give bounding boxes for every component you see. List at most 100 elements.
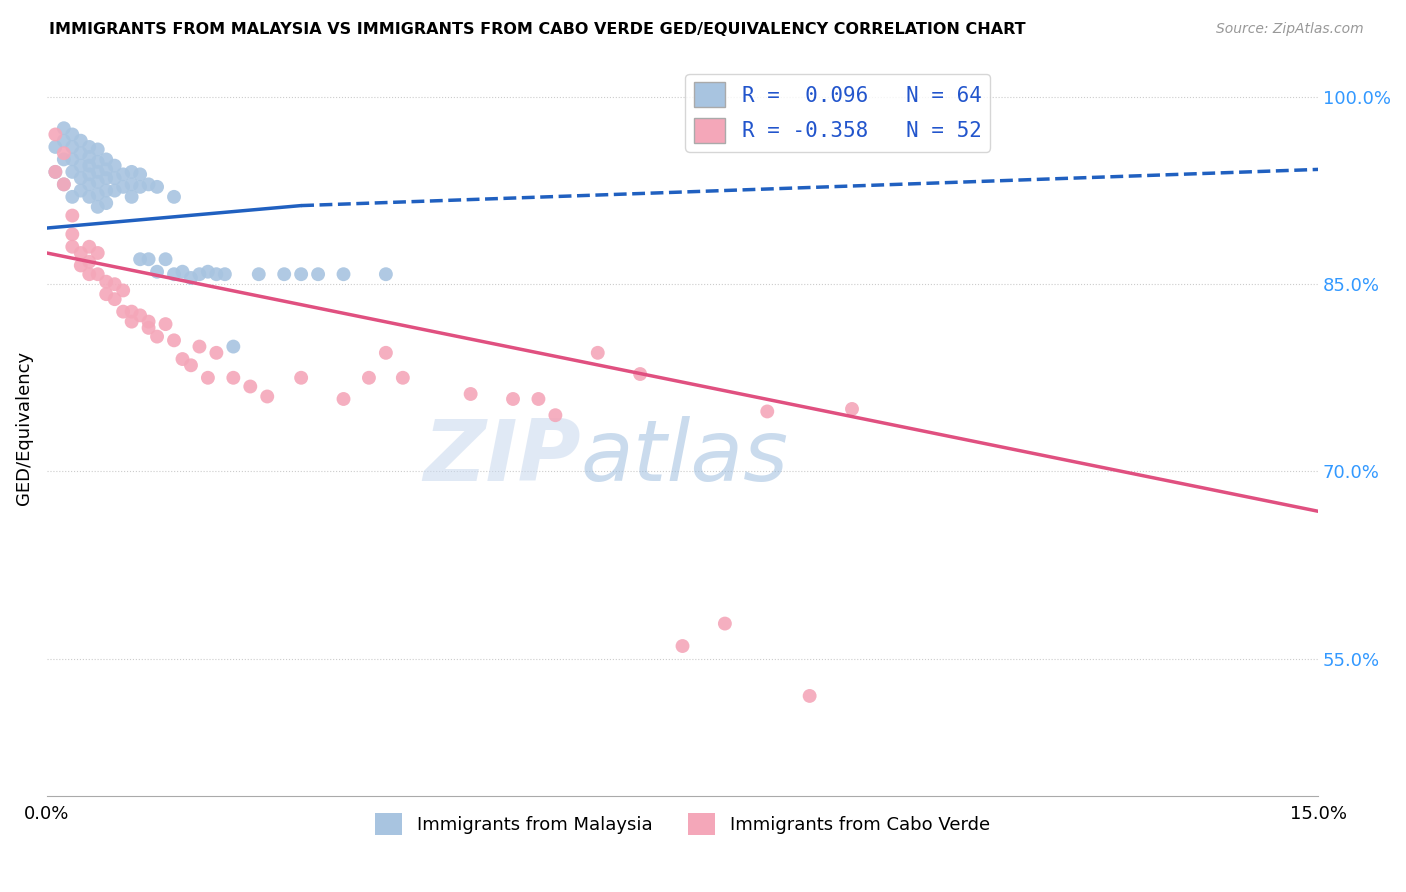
Point [87,187,110,202]
Point [129,252,152,267]
Point [112,304,135,318]
Point [138,252,160,267]
Point [44,165,66,179]
Point [392,371,415,385]
Legend: R =  0.096   N = 64, R = -0.358   N = 52: R = 0.096 N = 64, R = -0.358 N = 52 [686,74,990,152]
Point [96,184,118,198]
Point [104,292,127,306]
Point [77,168,100,182]
Point [87,165,110,179]
Point [69,134,91,148]
Point [256,389,278,403]
Point [60,190,83,204]
Point [121,190,143,204]
Point [96,287,118,301]
Point [52,178,75,192]
Point [69,159,91,173]
Point [129,309,152,323]
Y-axis label: GED/Equivalency: GED/Equivalency [15,351,32,505]
Point [138,315,160,329]
Point [121,304,143,318]
Point [527,392,550,406]
Point [544,408,567,422]
Point [60,240,83,254]
Point [239,379,262,393]
Point [96,196,118,211]
Point [129,168,152,182]
Point [44,140,66,154]
Point [87,200,110,214]
Point [52,178,75,192]
Point [87,155,110,169]
Point [163,267,186,281]
Point [129,179,152,194]
Point [112,179,135,194]
Point [841,401,863,416]
Point [357,371,380,385]
Text: atlas: atlas [581,416,789,499]
Point [52,146,75,161]
Point [290,267,312,281]
Point [163,190,186,204]
Point [460,387,482,401]
Point [77,254,100,268]
Point [586,346,609,360]
Point [112,168,135,182]
Point [52,134,75,148]
Point [714,616,737,631]
Point [60,209,83,223]
Point [671,639,693,653]
Point [502,392,524,406]
Point [374,267,396,281]
Point [77,140,100,154]
Point [756,404,779,418]
Point [96,171,118,186]
Point [188,340,211,354]
Point [69,171,91,186]
Point [69,184,91,198]
Point [60,128,83,142]
Point [87,143,110,157]
Point [307,267,329,281]
Point [77,178,100,192]
Point [87,267,110,281]
Point [155,252,177,267]
Point [155,317,177,331]
Point [87,175,110,189]
Point [44,128,66,142]
Point [374,346,396,360]
Point [146,265,169,279]
Point [121,315,143,329]
Point [69,259,91,273]
Point [222,340,245,354]
Point [96,275,118,289]
Point [60,153,83,167]
Point [172,352,194,367]
Point [188,267,211,281]
Point [104,159,127,173]
Text: ZIP: ZIP [423,416,581,499]
Point [222,371,245,385]
Point [44,165,66,179]
Point [96,162,118,177]
Point [180,271,202,285]
Point [205,346,228,360]
Point [60,227,83,242]
Point [138,321,160,335]
Point [197,371,219,385]
Point [146,179,169,194]
Point [60,165,83,179]
Point [77,159,100,173]
Point [60,140,83,154]
Point [332,267,354,281]
Point [197,265,219,279]
Text: Source: ZipAtlas.com: Source: ZipAtlas.com [1216,22,1364,37]
Text: IMMIGRANTS FROM MALAYSIA VS IMMIGRANTS FROM CABO VERDE GED/EQUIVALENCY CORRELATI: IMMIGRANTS FROM MALAYSIA VS IMMIGRANTS F… [49,22,1026,37]
Point [146,329,169,343]
Point [87,246,110,260]
Point [77,267,100,281]
Point [121,178,143,192]
Point [628,367,651,381]
Point [104,184,127,198]
Point [52,121,75,136]
